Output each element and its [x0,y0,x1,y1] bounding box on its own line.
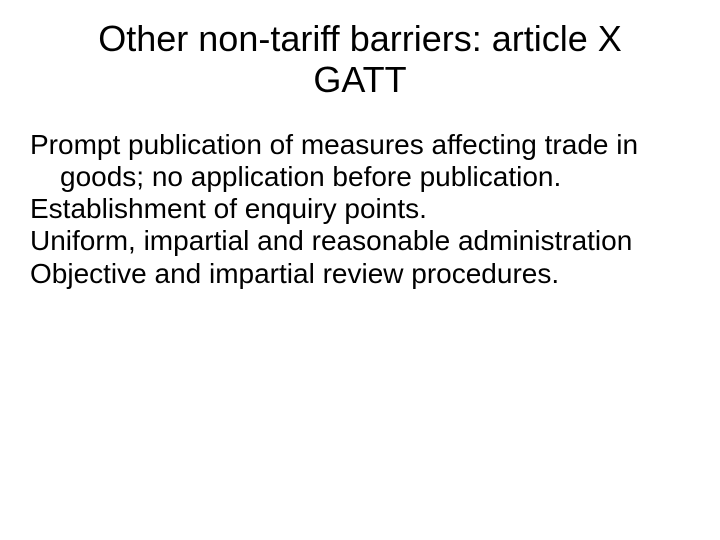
slide-title: Other non-tariff barriers: article X GAT… [30,18,690,101]
body-paragraph: Establishment of enquiry points. [30,193,690,225]
body-paragraph: Uniform, impartial and reasonable admini… [30,225,690,257]
body-paragraph: Objective and impartial review procedure… [30,258,690,290]
slide-body: Prompt publication of measures affecting… [30,129,690,290]
body-paragraph: Prompt publication of measures affecting… [30,129,690,193]
